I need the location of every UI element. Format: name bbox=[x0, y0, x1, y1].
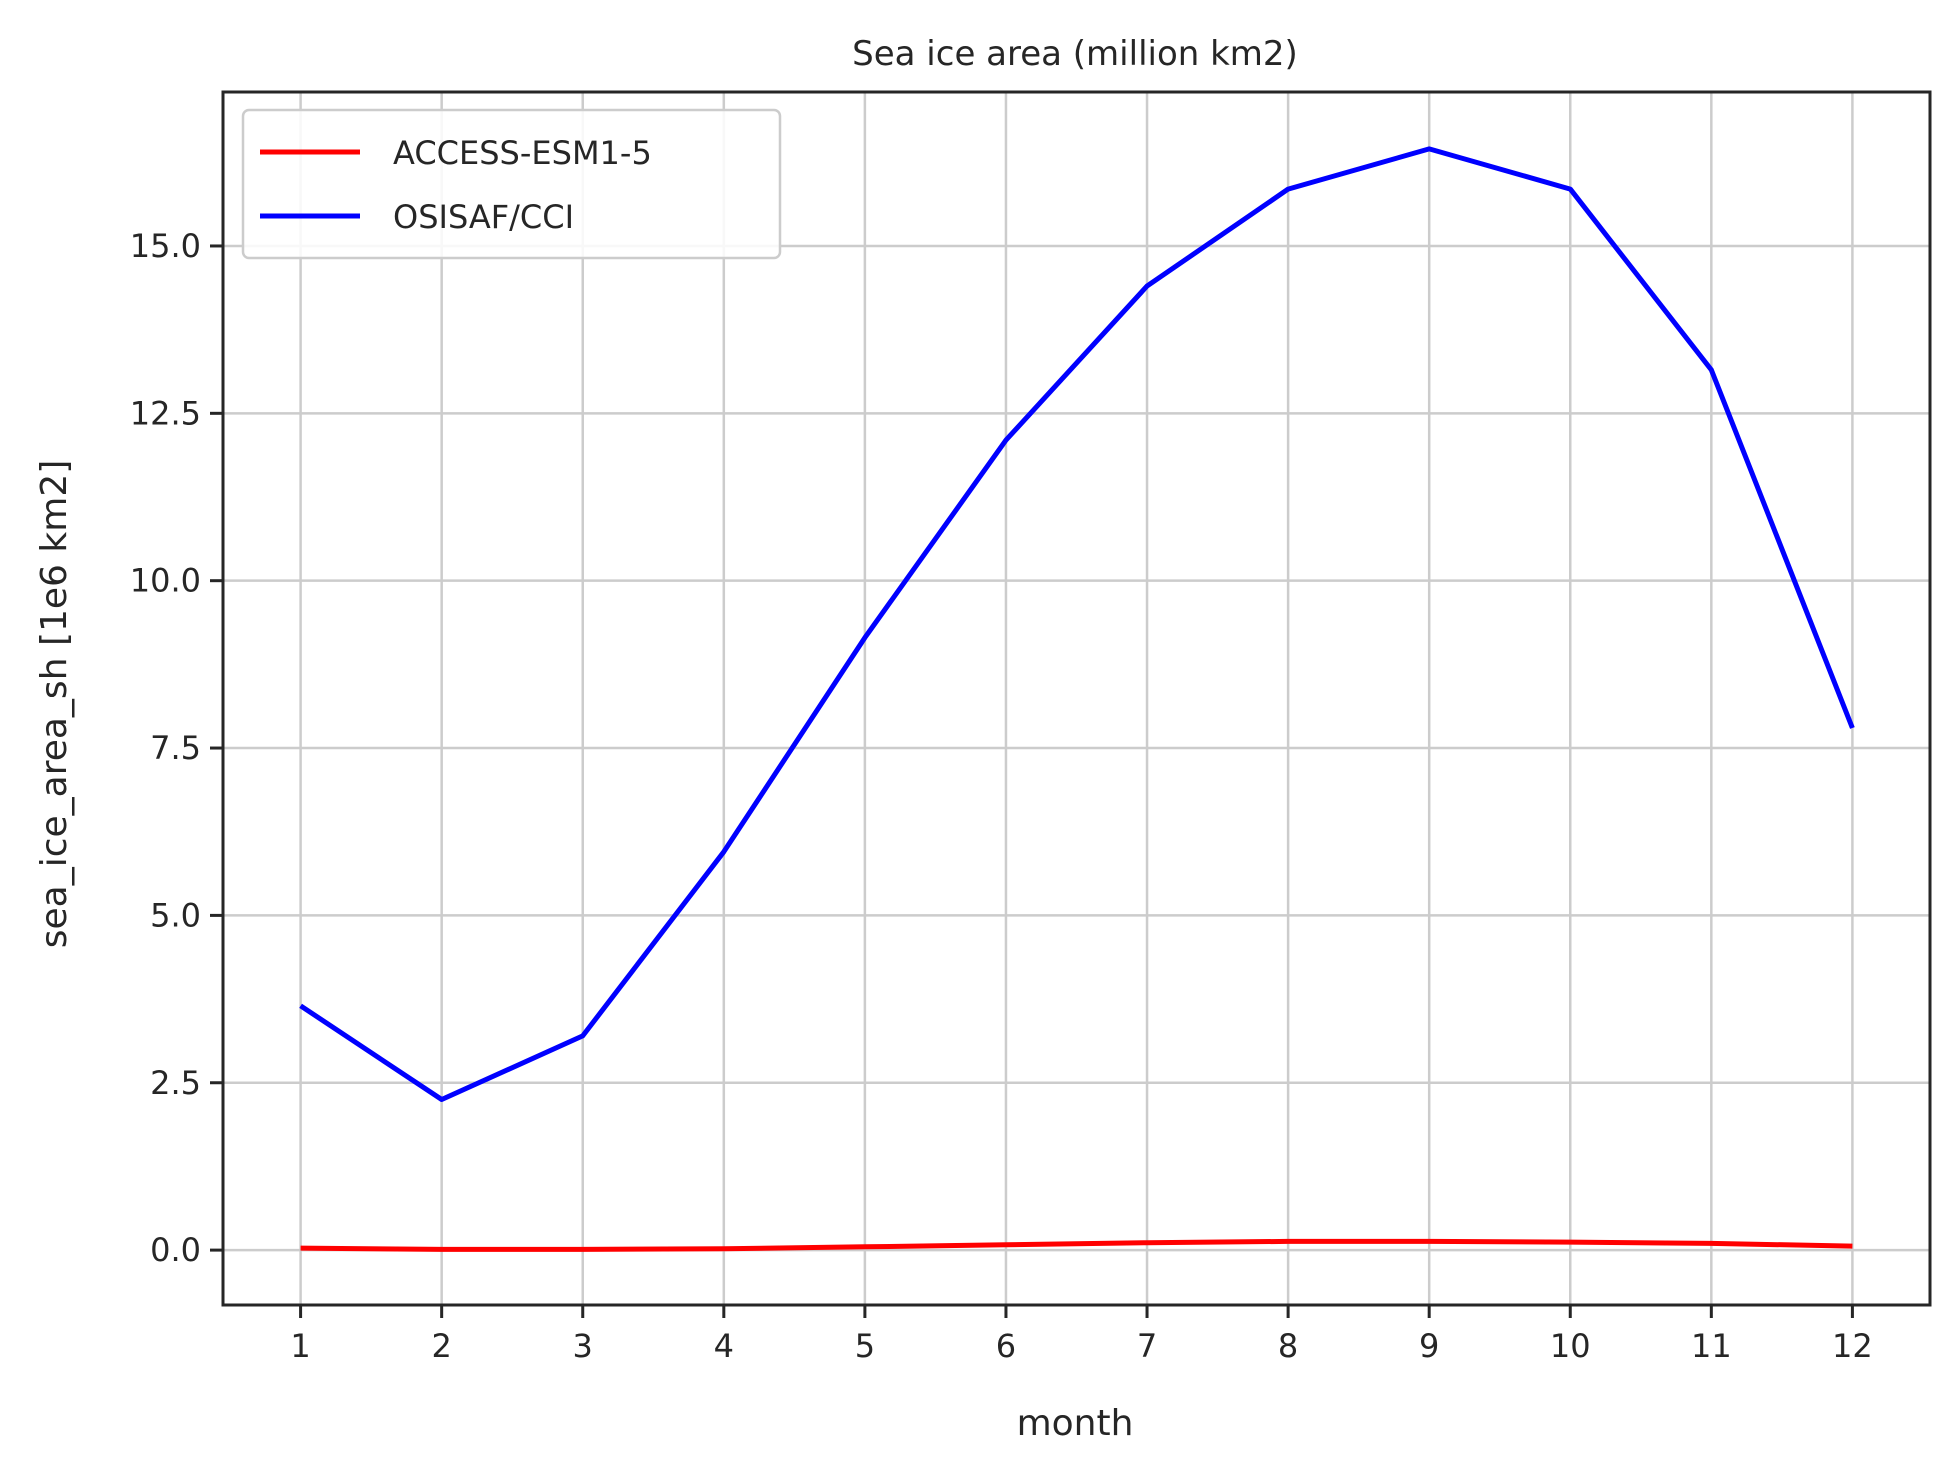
y-tick-label: 10.0 bbox=[130, 562, 201, 600]
x-tick-label: 12 bbox=[1832, 1327, 1873, 1365]
legend-label: OSISAF/CCI bbox=[393, 198, 574, 236]
y-tick-label: 12.5 bbox=[130, 394, 201, 432]
legend: ACCESS-ESM1-5 OSISAF/CCI bbox=[241, 108, 782, 260]
series-line-osisaf-cci bbox=[299, 146, 1855, 1102]
series-line-access-esm1-5 bbox=[300, 1238, 1853, 1252]
grid-layer bbox=[223, 92, 1930, 1305]
legend-box bbox=[241, 108, 782, 260]
chart-title: Sea ice area (million km2) bbox=[852, 34, 1298, 74]
x-tick-label: 7 bbox=[1137, 1327, 1157, 1365]
x-tick-label: 8 bbox=[1278, 1327, 1298, 1365]
x-tick-label: 1 bbox=[290, 1327, 310, 1365]
x-tick-label: 3 bbox=[573, 1327, 593, 1365]
legend-label: ACCESS-ESM1-5 bbox=[393, 134, 652, 172]
y-tick-label: 7.5 bbox=[150, 729, 201, 767]
series-layer bbox=[299, 146, 1855, 1252]
x-tick-label: 10 bbox=[1550, 1327, 1591, 1365]
y-axis-label: sea_ice_area_sh [1e6 km2] bbox=[34, 460, 75, 949]
x-tick-label: 6 bbox=[996, 1327, 1016, 1365]
x-tick-label: 9 bbox=[1419, 1327, 1439, 1365]
y-tick-label: 5.0 bbox=[150, 896, 201, 934]
x-tick-label: 5 bbox=[855, 1327, 875, 1365]
x-tick-label: 2 bbox=[431, 1327, 451, 1365]
y-tick-label: 0.0 bbox=[150, 1231, 201, 1269]
x-tick-label: 11 bbox=[1691, 1327, 1732, 1365]
y-tick-label: 15.0 bbox=[130, 227, 201, 265]
plot-frame bbox=[221, 90, 1932, 1307]
tick-layer: 1 2 3 4 5 6 7 8 9 10 11 120.02.55.07.510.012.515.0 bbox=[130, 227, 1873, 1365]
x-tick-label: 4 bbox=[714, 1327, 734, 1365]
y-tick-label: 2.5 bbox=[150, 1064, 201, 1102]
x-axis-label: month bbox=[1017, 1403, 1134, 1444]
